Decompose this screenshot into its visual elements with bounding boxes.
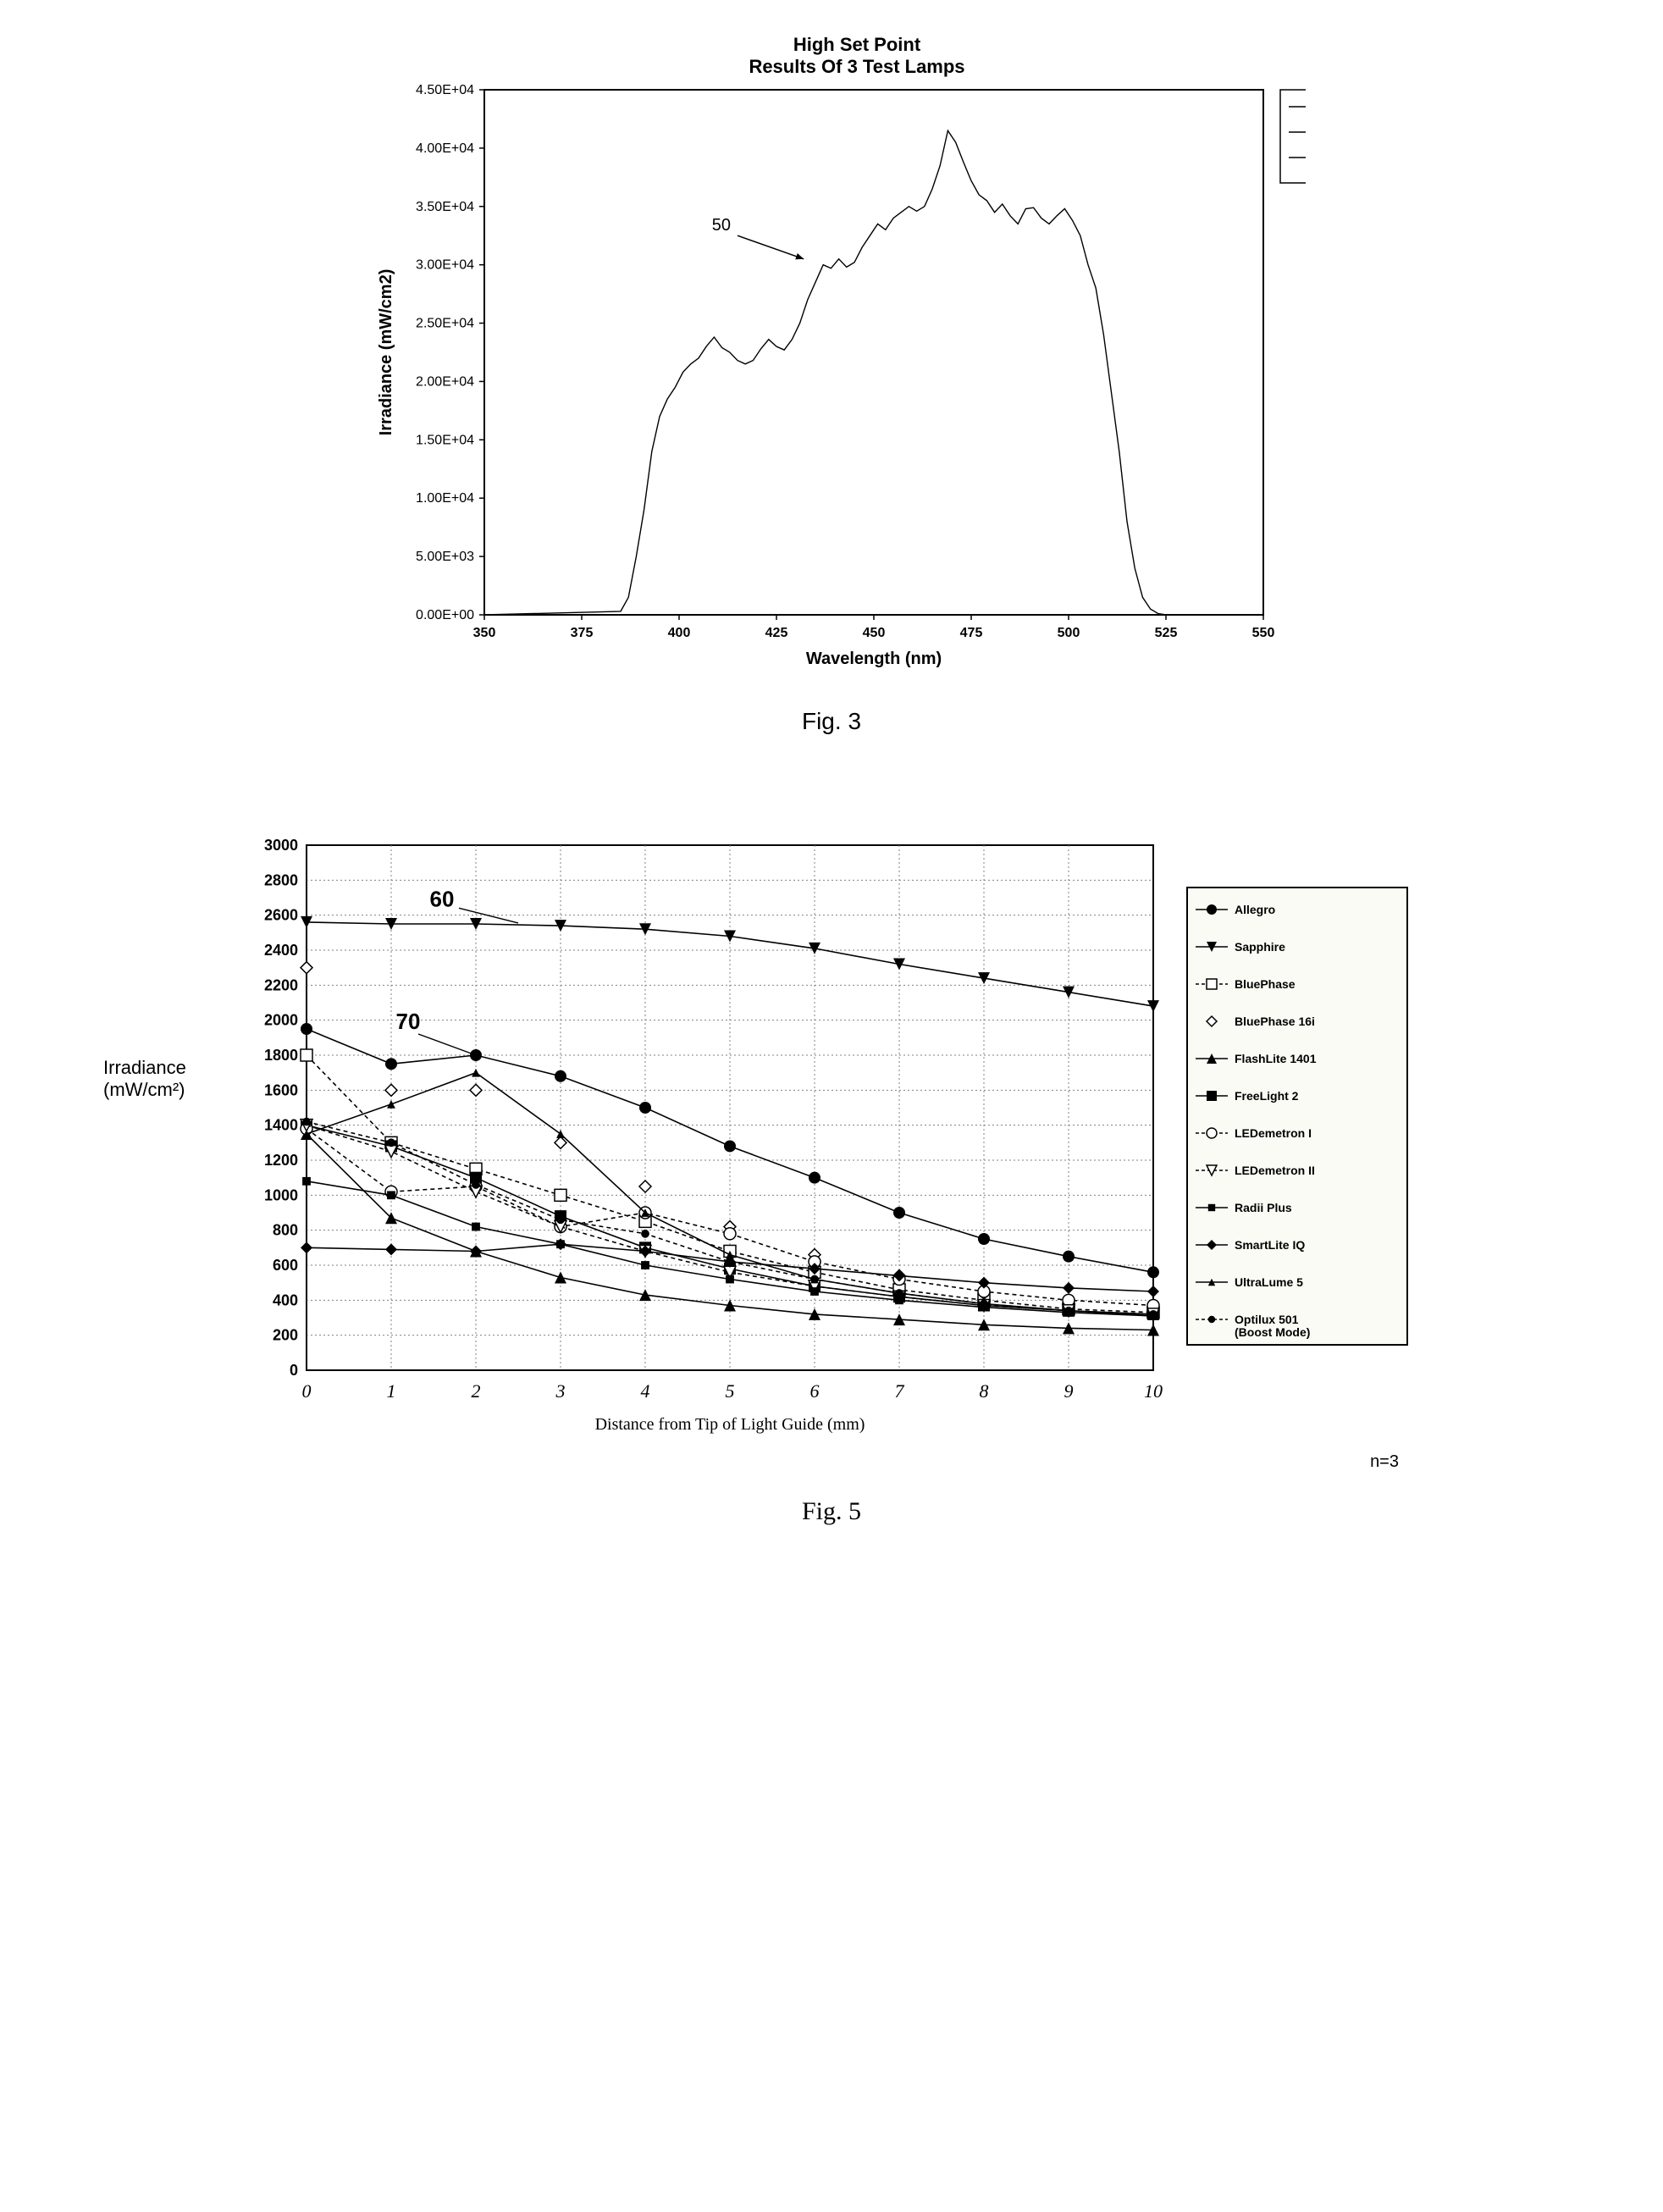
svg-text:400: 400 (273, 1291, 298, 1308)
svg-text:LEDemetron I: LEDemetron I (1235, 1126, 1312, 1140)
fig5-ylabel: Irradiance (mW/cm²) (103, 1057, 186, 1101)
svg-text:(Boost Mode): (Boost Mode) (1235, 1325, 1310, 1339)
svg-text:2800: 2800 (264, 871, 298, 888)
svg-text:1.50E+04: 1.50E+04 (416, 433, 474, 447)
svg-text:800: 800 (273, 1222, 298, 1239)
svg-text:0: 0 (290, 1362, 298, 1379)
svg-text:3.00E+04: 3.00E+04 (416, 258, 474, 273)
fig3-caption: Fig. 3 (51, 708, 1612, 735)
fig3-chart-area: High Set Point Results Of 3 Test Lamps 0… (357, 34, 1306, 691)
svg-text:9: 9 (1064, 1380, 1074, 1402)
svg-text:SmartLite IQ: SmartLite IQ (1235, 1238, 1305, 1252)
svg-text:350: 350 (473, 626, 496, 640)
svg-text:4.00E+04: 4.00E+04 (416, 141, 474, 156)
fig3-title-line2: Results Of 3 Test Lamps (408, 56, 1306, 78)
svg-text:4: 4 (641, 1380, 650, 1402)
svg-text:60: 60 (430, 886, 455, 911)
svg-text:UltraLume 5: UltraLume 5 (1235, 1275, 1303, 1289)
svg-text:600: 600 (273, 1257, 298, 1274)
fig5-chart-area: Irradiance (mW/cm²) 02004006008001000120… (230, 837, 1433, 1480)
svg-text:525: 525 (1155, 626, 1178, 640)
svg-text:BluePhase: BluePhase (1235, 977, 1296, 991)
svg-text:Allegro: Allegro (1235, 903, 1275, 916)
fig3-svg: 0.00E+00 5.00E+03 1.00E+04 1.50E+04 2.00E+04… (357, 81, 1306, 691)
svg-text:50: 50 (712, 216, 731, 235)
svg-text:LEDemetron II: LEDemetron II (1235, 1164, 1315, 1177)
svg-text:1200: 1200 (264, 1152, 298, 1169)
svg-text:BluePhase 16i: BluePhase 16i (1235, 1015, 1315, 1028)
svg-text:6: 6 (810, 1380, 820, 1402)
svg-text:200: 200 (273, 1327, 298, 1344)
svg-text:2200: 2200 (264, 976, 298, 993)
svg-text:475: 475 (960, 626, 983, 640)
svg-text:2.00E+04: 2.00E+04 (416, 374, 474, 389)
svg-text:Irradiance (mW/cm2): Irradiance (mW/cm2) (377, 269, 395, 436)
svg-text:0: 0 (302, 1380, 312, 1402)
fig5-ylabel-l2: (mW/cm²) (103, 1079, 186, 1101)
svg-text:2600: 2600 (264, 907, 298, 924)
fig5-note: n=3 (1370, 1452, 1399, 1472)
svg-text:8: 8 (980, 1380, 989, 1402)
svg-text:3000: 3000 (264, 837, 298, 854)
figure-5: Irradiance (mW/cm²) 02004006008001000120… (51, 837, 1612, 1526)
svg-text:2400: 2400 (264, 942, 298, 959)
svg-text:3.50E+04: 3.50E+04 (416, 200, 474, 214)
svg-text:1600: 1600 (264, 1081, 298, 1098)
svg-text:375: 375 (571, 626, 594, 640)
svg-text:2: 2 (472, 1380, 481, 1402)
svg-text:7: 7 (895, 1380, 905, 1402)
svg-text:70: 70 (396, 1009, 421, 1034)
svg-text:1400: 1400 (264, 1117, 298, 1134)
svg-text:5.00E+03: 5.00E+03 (416, 550, 474, 564)
svg-text:4.50E+04: 4.50E+04 (416, 83, 474, 97)
svg-text:5: 5 (726, 1380, 735, 1402)
svg-text:Wavelength (nm): Wavelength (nm) (806, 650, 942, 668)
fig3-title: High Set Point Results Of 3 Test Lamps (408, 34, 1306, 78)
svg-text:0.00E+00: 0.00E+00 (416, 608, 474, 622)
fig5-caption: Fig. 5 (51, 1497, 1612, 1526)
svg-text:400: 400 (668, 626, 691, 640)
svg-text:FreeLight 2: FreeLight 2 (1235, 1089, 1299, 1103)
fig3-title-line1: High Set Point (408, 34, 1306, 56)
svg-text:Radii Plus: Radii Plus (1235, 1201, 1292, 1214)
fig5-ylabel-l1: Irradiance (103, 1057, 186, 1079)
svg-text:1800: 1800 (264, 1047, 298, 1064)
svg-text:450: 450 (863, 626, 886, 640)
svg-text:550: 550 (1252, 626, 1275, 640)
svg-text:500: 500 (1058, 626, 1080, 640)
svg-text:3: 3 (555, 1380, 566, 1402)
svg-text:2000: 2000 (264, 1012, 298, 1029)
svg-text:Distance from Tip of Light Gui: Distance from Tip of Light Guide (mm) (595, 1415, 865, 1434)
svg-text:10: 10 (1144, 1380, 1163, 1402)
svg-text:1.00E+04: 1.00E+04 (416, 491, 474, 506)
svg-text:FlashLite 1401: FlashLite 1401 (1235, 1052, 1317, 1065)
svg-text:1: 1 (387, 1380, 396, 1402)
svg-text:1000: 1000 (264, 1186, 298, 1203)
svg-text:425: 425 (765, 626, 788, 640)
svg-text:2.50E+04: 2.50E+04 (416, 317, 474, 331)
svg-text:Optilux 501: Optilux 501 (1235, 1313, 1299, 1326)
figure-3: High Set Point Results Of 3 Test Lamps 0… (51, 34, 1612, 735)
fig5-svg: 0200400600800100012001400160018002000220… (230, 837, 1433, 1480)
svg-text:Sapphire: Sapphire (1235, 940, 1285, 954)
